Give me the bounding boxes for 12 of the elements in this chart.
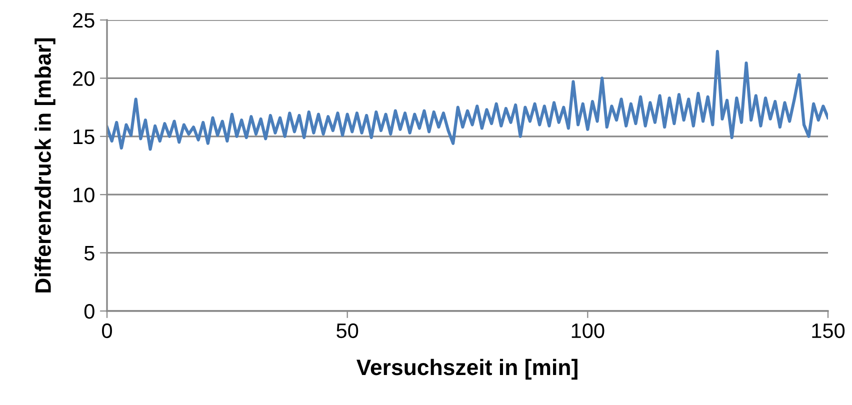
y-tick-label: 10	[74, 188, 94, 202]
y-axis-title: Differenzdruck in [mbar]	[34, 38, 56, 292]
y-tick-label: 25	[73, 13, 94, 28]
x-tick-label: 0	[102, 323, 112, 338]
y-tick-label: 15	[74, 130, 94, 144]
x-tick-label: 150	[812, 323, 845, 338]
x-axis-title: Versuchszeit in [min]	[356, 358, 578, 380]
x-tick-label: 50	[336, 323, 358, 338]
y-tick-label: 20	[73, 71, 94, 86]
x-tick-label: 100	[572, 323, 604, 338]
y-tick-label: 0	[84, 304, 94, 319]
y-tick-label: 5	[84, 246, 94, 261]
